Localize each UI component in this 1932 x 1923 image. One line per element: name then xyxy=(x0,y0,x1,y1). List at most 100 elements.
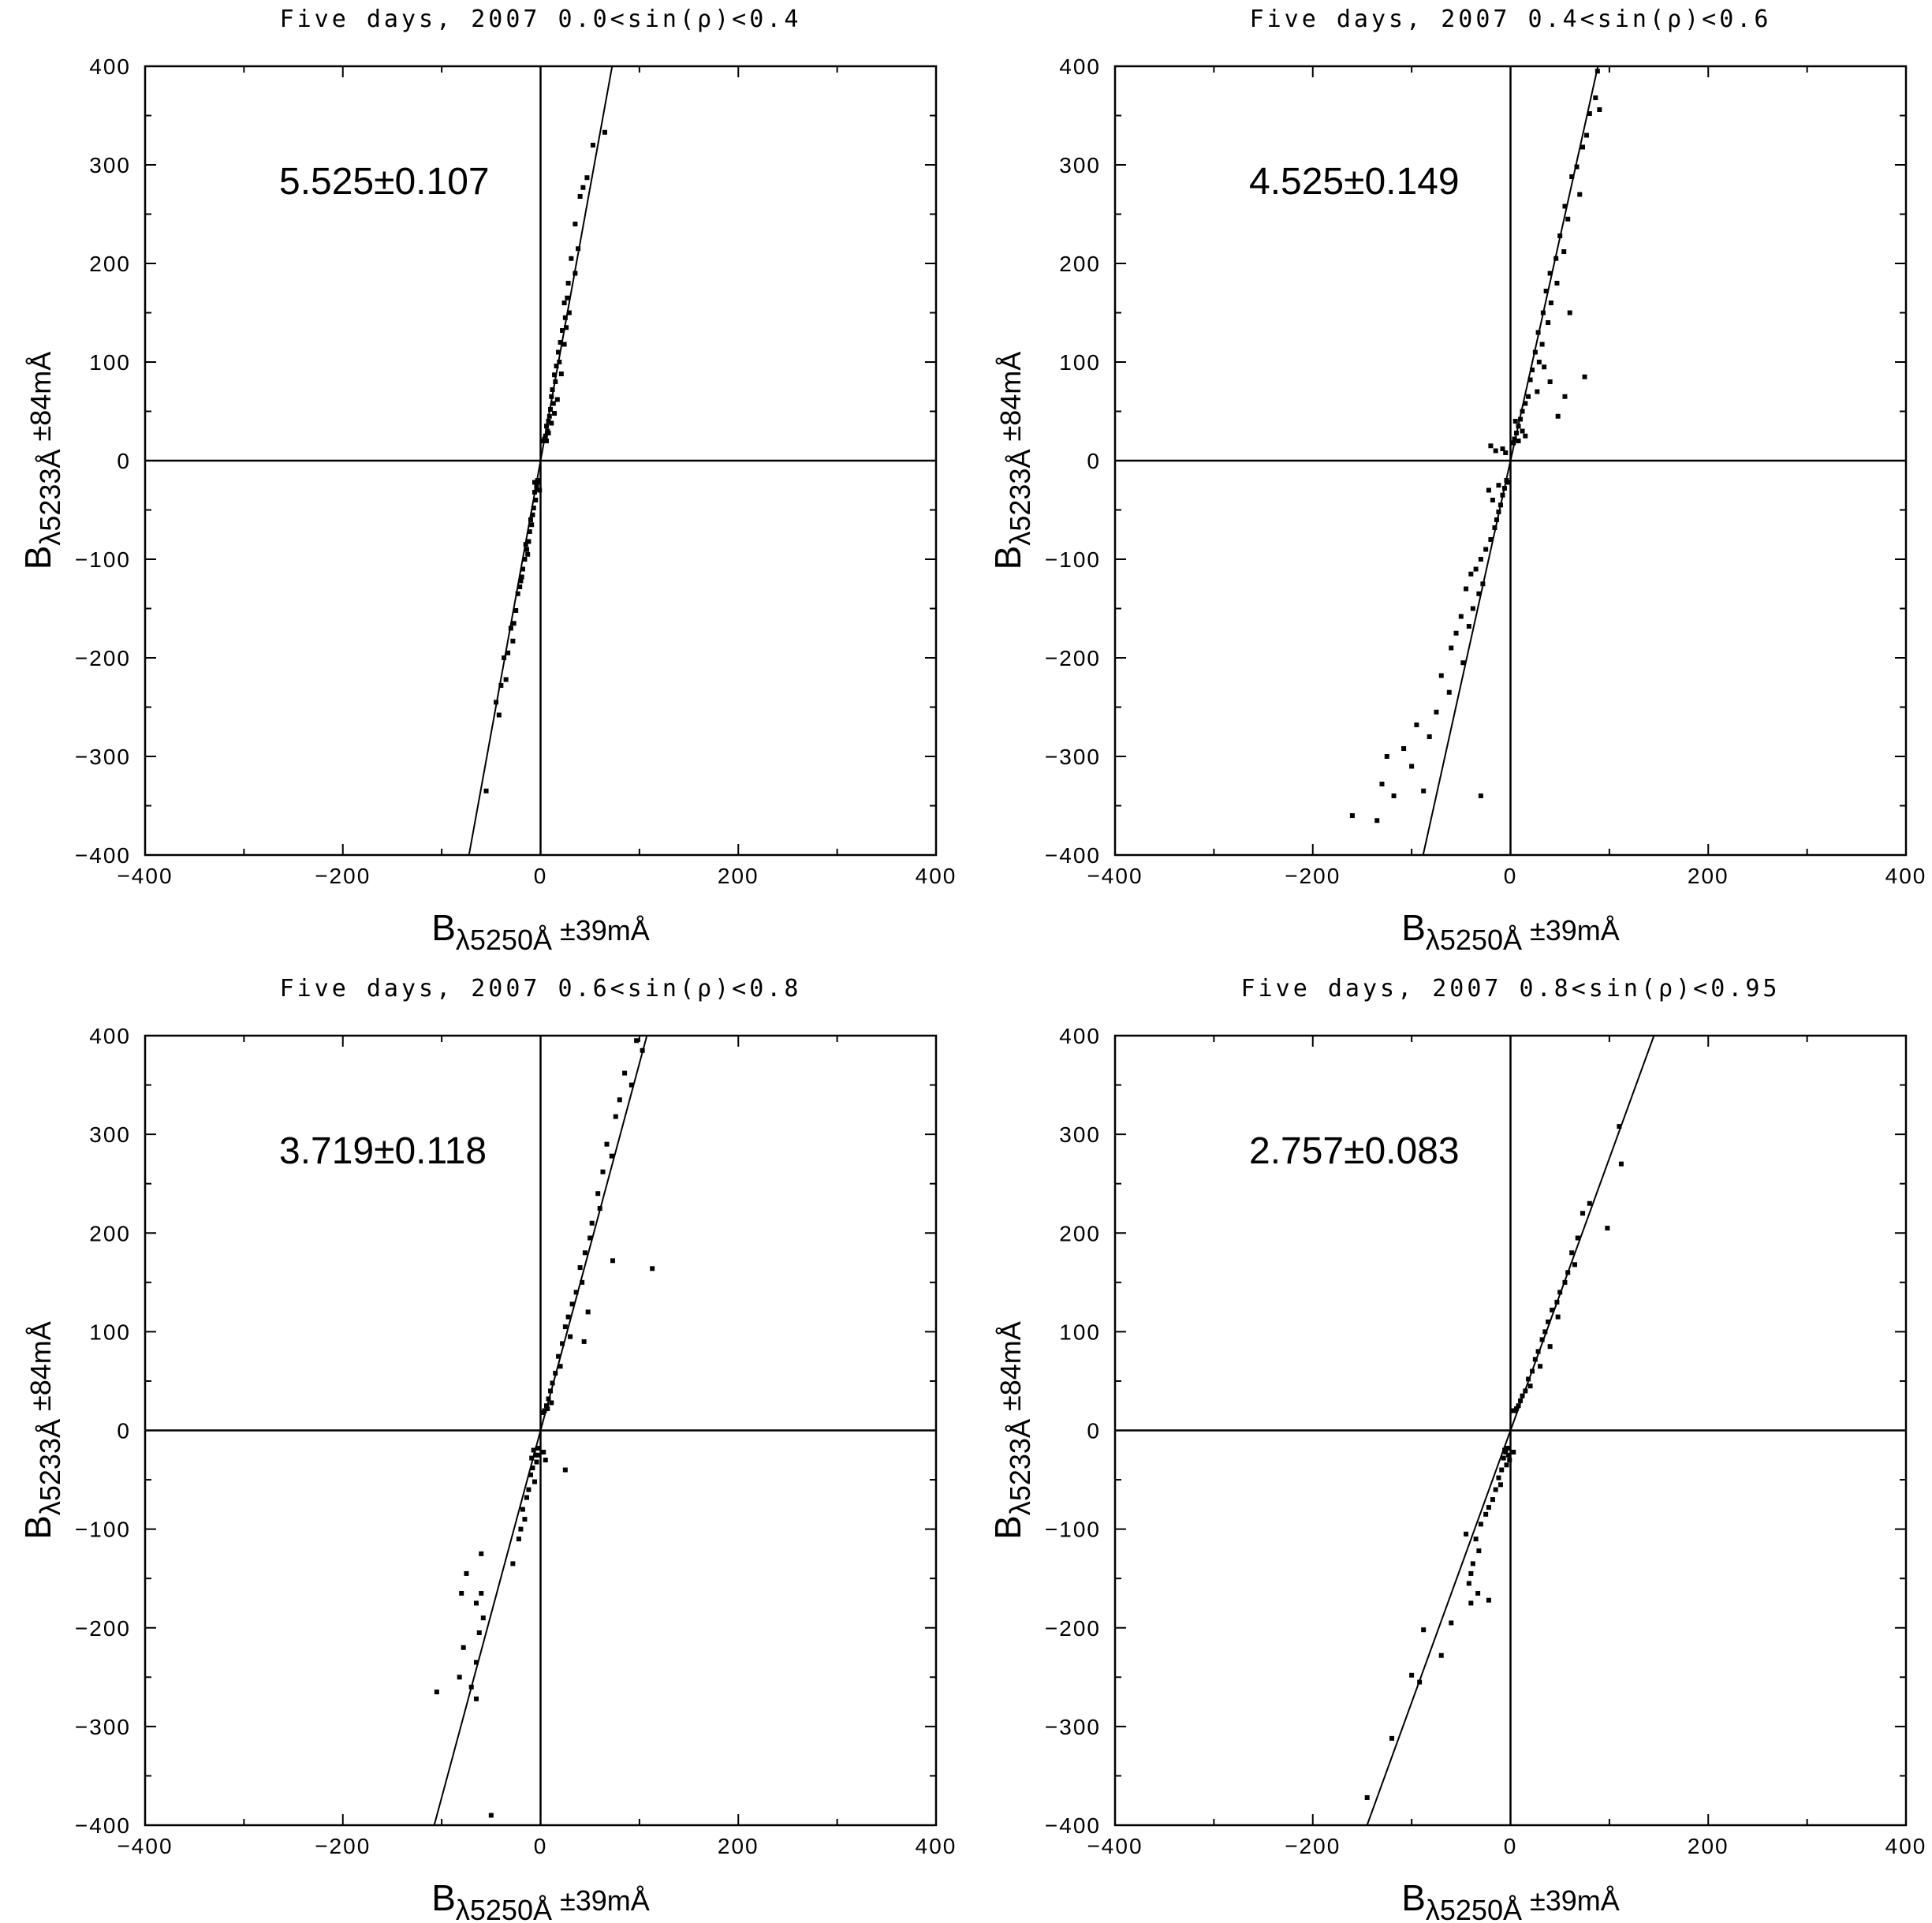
data-point xyxy=(1516,424,1521,429)
data-point xyxy=(531,490,537,495)
data-point xyxy=(1409,764,1415,769)
x-tick-label: −400 xyxy=(1087,1834,1143,1858)
data-point xyxy=(1490,498,1495,502)
x-axis-label-main: B xyxy=(1401,907,1426,948)
y-tick-label: 0 xyxy=(1087,1419,1101,1443)
data-point xyxy=(1493,448,1498,454)
data-point xyxy=(537,487,543,493)
data-point xyxy=(1554,281,1560,286)
data-point xyxy=(1496,1475,1501,1481)
data-point xyxy=(650,1266,655,1271)
data-point xyxy=(1532,1357,1538,1362)
data-point xyxy=(1468,571,1474,577)
data-point xyxy=(1466,624,1471,629)
data-point xyxy=(610,1258,616,1264)
data-point xyxy=(1543,289,1549,293)
x-tick-label: 0 xyxy=(534,1834,548,1858)
data-point xyxy=(546,413,552,419)
data-point xyxy=(1349,813,1355,818)
data-point xyxy=(533,1452,539,1458)
data-point xyxy=(1374,818,1380,823)
data-point xyxy=(1577,192,1583,197)
data-point xyxy=(1597,107,1602,112)
data-point xyxy=(529,522,535,528)
data-point xyxy=(617,1097,622,1103)
data-point xyxy=(1473,1537,1479,1542)
y-tick-label: 100 xyxy=(1059,1320,1101,1344)
y-tick-label: −200 xyxy=(1045,1616,1101,1641)
data-point xyxy=(1512,419,1518,424)
y-axis-label-sub: λ5233Å xyxy=(1004,1419,1036,1515)
data-point xyxy=(1562,394,1568,399)
data-point xyxy=(1510,1408,1516,1413)
data-point xyxy=(1535,389,1540,394)
data-point xyxy=(609,1153,614,1159)
y-tick-label: −200 xyxy=(1045,646,1101,670)
y-tick-label: −100 xyxy=(1045,547,1101,572)
data-point xyxy=(1511,1450,1516,1455)
data-point xyxy=(558,340,563,345)
data-point xyxy=(549,1400,554,1406)
data-point xyxy=(534,1459,539,1465)
data-point xyxy=(480,1615,486,1621)
data-point xyxy=(1483,1511,1489,1517)
y-tick-label: −300 xyxy=(1045,1715,1101,1739)
data-point xyxy=(541,1450,546,1455)
y-axis-label-main: B xyxy=(17,546,58,570)
data-point xyxy=(573,1290,579,1295)
data-point xyxy=(560,1341,565,1346)
chart-panel-1: Five days, 2007 0.0<sin(ρ)<0.4 −400 −200 0 2… xyxy=(17,6,955,956)
data-point xyxy=(1496,510,1501,514)
data-point xyxy=(554,364,559,368)
x-tick-label: −400 xyxy=(117,1834,173,1858)
data-point xyxy=(552,372,558,378)
y-axis-label: Bλ5233Å ±84mÅ xyxy=(987,352,1036,570)
y-tick-label: 300 xyxy=(1059,1122,1101,1147)
x-axis-label-sub: λ5250Å xyxy=(456,1894,552,1923)
data-point xyxy=(556,1354,561,1359)
data-point xyxy=(1572,1262,1577,1268)
data-point xyxy=(1582,374,1587,379)
data-point xyxy=(496,712,502,718)
data-point xyxy=(554,397,560,402)
data-point xyxy=(1587,1200,1592,1206)
data-point xyxy=(1547,379,1553,384)
y-tick-label: 400 xyxy=(1059,1024,1101,1048)
fit-line xyxy=(1422,65,1599,856)
data-point xyxy=(1527,1383,1533,1389)
data-point xyxy=(1486,1597,1491,1603)
data-point xyxy=(457,1675,462,1680)
slope-annotation: 4.525±0.149 xyxy=(1249,161,1460,203)
data-point xyxy=(535,1452,541,1458)
data-point xyxy=(1438,1652,1444,1658)
data-point xyxy=(1520,1393,1525,1398)
data-point xyxy=(474,1600,479,1606)
data-point xyxy=(1540,310,1546,316)
data-point xyxy=(568,1334,573,1339)
data-point xyxy=(565,295,570,301)
data-point xyxy=(1476,591,1482,596)
y-axis-label-main: B xyxy=(987,546,1028,570)
data-point xyxy=(562,1467,568,1473)
data-point xyxy=(1499,1467,1505,1473)
data-point xyxy=(561,342,567,347)
data-point xyxy=(634,1038,640,1044)
data-point xyxy=(604,1141,610,1147)
data-point xyxy=(1512,436,1517,442)
data-point xyxy=(1449,645,1454,651)
data-point xyxy=(562,1324,568,1330)
data-point xyxy=(1526,1376,1531,1382)
x-axis-label: Bλ5250Å ±39mÅ xyxy=(431,1877,650,1923)
data-point xyxy=(546,419,551,424)
data-point xyxy=(1530,1369,1535,1374)
y-axis-label-suffix: ±84mÅ xyxy=(994,1321,1027,1419)
data-point xyxy=(1538,1364,1543,1369)
data-point xyxy=(479,1590,484,1596)
chart-title: Five days, 2007 0.4<sin(ρ)<0.6 xyxy=(1250,6,1772,33)
data-point xyxy=(628,1082,634,1088)
data-point xyxy=(502,655,507,660)
data-point xyxy=(600,1169,606,1174)
data-point xyxy=(613,1114,618,1119)
data-point xyxy=(1535,1349,1541,1354)
